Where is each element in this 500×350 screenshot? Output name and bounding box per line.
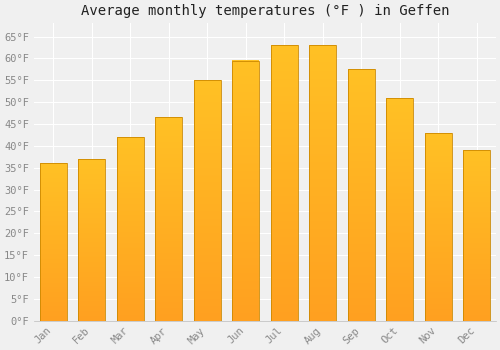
Bar — [232, 61, 259, 321]
Bar — [270, 46, 297, 321]
Bar — [40, 163, 66, 321]
Bar — [424, 133, 452, 321]
Bar — [348, 69, 374, 321]
Bar — [117, 137, 143, 321]
Bar — [156, 118, 182, 321]
Bar — [78, 159, 105, 321]
Bar — [309, 46, 336, 321]
Bar — [463, 150, 490, 321]
Bar — [386, 98, 413, 321]
Title: Average monthly temperatures (°F ) in Geffen: Average monthly temperatures (°F ) in Ge… — [80, 4, 449, 18]
Bar — [194, 80, 220, 321]
